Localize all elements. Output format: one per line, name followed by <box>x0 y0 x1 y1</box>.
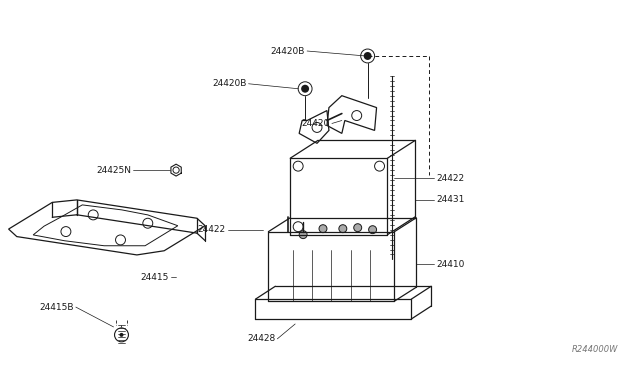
Text: R244000W: R244000W <box>572 345 618 354</box>
Text: 24415B: 24415B <box>39 302 74 312</box>
Circle shape <box>120 333 124 337</box>
Circle shape <box>354 224 362 232</box>
Circle shape <box>339 225 347 232</box>
Circle shape <box>364 52 372 60</box>
Text: 24428: 24428 <box>247 334 275 343</box>
Text: 24420: 24420 <box>301 119 330 128</box>
Circle shape <box>369 226 376 234</box>
Text: 24415: 24415 <box>141 273 169 282</box>
Text: 24420B: 24420B <box>212 79 246 88</box>
Text: 24420B: 24420B <box>271 46 305 55</box>
Text: 24422: 24422 <box>198 225 226 234</box>
Circle shape <box>319 225 327 232</box>
Text: 24431: 24431 <box>436 195 465 204</box>
Text: 24422: 24422 <box>436 174 464 183</box>
Text: 24410: 24410 <box>436 260 465 269</box>
Circle shape <box>301 85 309 93</box>
Text: 24425N: 24425N <box>97 166 131 174</box>
Circle shape <box>299 231 307 238</box>
